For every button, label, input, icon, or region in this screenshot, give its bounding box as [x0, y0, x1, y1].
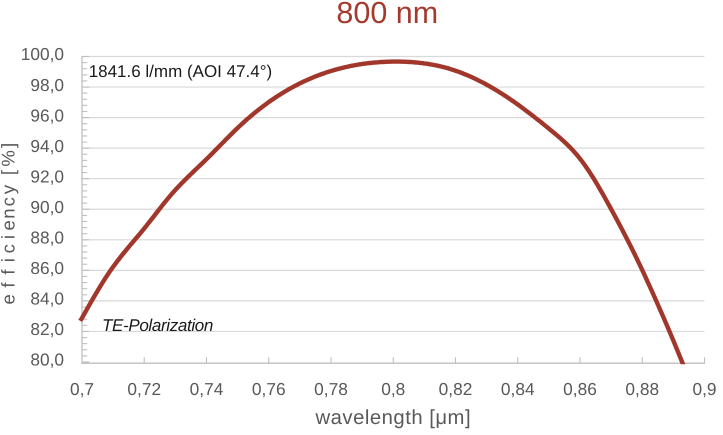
svg-text:[: [ — [0, 170, 18, 175]
svg-text:i: i — [0, 258, 18, 262]
svg-text:800 nm: 800 nm — [336, 0, 438, 30]
svg-text:%: % — [0, 150, 18, 166]
svg-text:0,7: 0,7 — [70, 379, 94, 399]
svg-text:92,0: 92,0 — [30, 166, 64, 186]
svg-text:80,0: 80,0 — [30, 350, 64, 370]
svg-text:98,0: 98,0 — [30, 75, 64, 95]
svg-text:96,0: 96,0 — [30, 105, 64, 125]
svg-text:f: f — [0, 282, 18, 288]
svg-text:0,82: 0,82 — [439, 379, 473, 399]
svg-text:n: n — [0, 208, 18, 218]
svg-text:0,76: 0,76 — [252, 379, 286, 399]
svg-text:84,0: 84,0 — [30, 289, 64, 309]
svg-text:y: y — [0, 184, 18, 194]
svg-text:c: c — [0, 244, 18, 253]
svg-text:88,0: 88,0 — [30, 228, 64, 248]
svg-text:94,0: 94,0 — [30, 136, 64, 156]
svg-text:86,0: 86,0 — [30, 258, 64, 278]
svg-text:0,84: 0,84 — [501, 379, 535, 399]
svg-text:e: e — [0, 294, 18, 304]
svg-text:TE-Polarization: TE-Polarization — [102, 316, 213, 335]
svg-text:i: i — [0, 235, 18, 239]
svg-text:0,72: 0,72 — [127, 379, 161, 399]
svg-text:90,0: 90,0 — [30, 197, 64, 217]
svg-text:e: e — [0, 220, 18, 230]
svg-text:c: c — [0, 197, 18, 206]
svg-text:82,0: 82,0 — [30, 319, 64, 339]
svg-text:0,8: 0,8 — [381, 379, 405, 399]
svg-text:100,0: 100,0 — [21, 44, 64, 64]
svg-text:0,88: 0,88 — [625, 379, 659, 399]
svg-text:0,78: 0,78 — [314, 379, 348, 399]
svg-text:0,9: 0,9 — [692, 379, 716, 399]
svg-text:f: f — [0, 269, 18, 275]
svg-text:0,86: 0,86 — [563, 379, 597, 399]
svg-text:wavelength [μm]: wavelength [μm] — [315, 407, 472, 429]
svg-text:]: ] — [0, 143, 18, 148]
svg-text:0,74: 0,74 — [190, 379, 224, 399]
svg-text:1841.6 l/mm (AOI 47.4°): 1841.6 l/mm (AOI 47.4°) — [89, 62, 272, 81]
